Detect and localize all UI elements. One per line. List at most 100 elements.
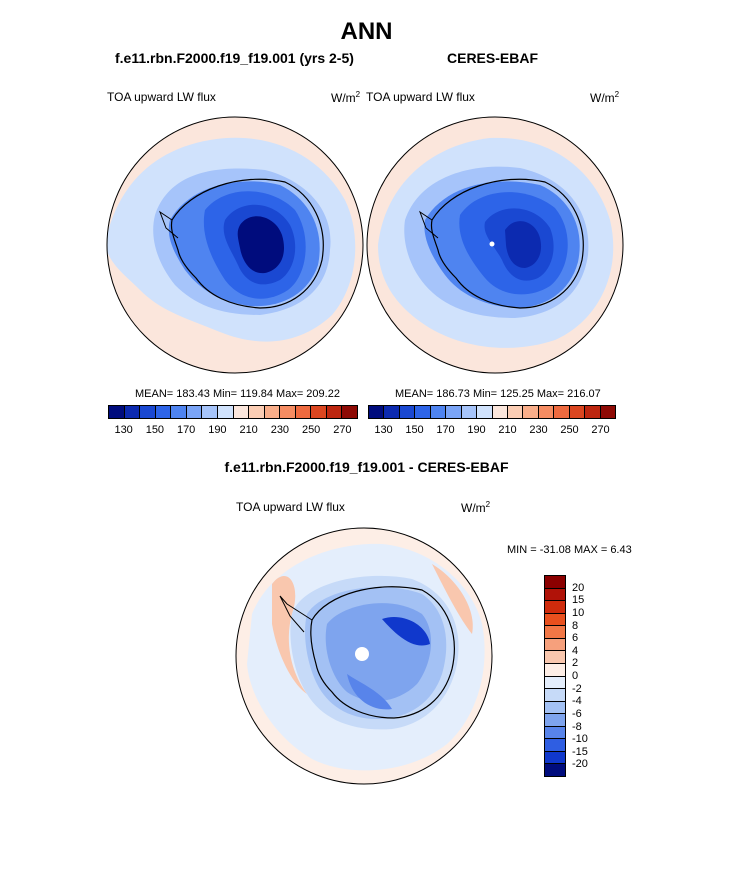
colorbar-box	[461, 406, 478, 418]
colorbar-box	[477, 406, 493, 418]
colorbar-box	[202, 406, 218, 418]
left-variable-label: TOA upward LW flux	[107, 90, 216, 104]
colorbar-box	[507, 406, 524, 418]
right-variable-label: TOA upward LW flux	[366, 90, 475, 104]
colorbar-tick-label: 170	[436, 424, 455, 436]
colorbar-box	[446, 406, 462, 418]
colorbar-tick-label: -2	[572, 682, 582, 695]
colorbar-tick-label: 270	[333, 424, 352, 436]
colorbar-box	[415, 406, 431, 418]
colorbar-tick-label: 270	[591, 424, 610, 436]
colorbar-box	[264, 406, 281, 418]
colorbar-box	[217, 406, 234, 418]
colorbar-box	[186, 406, 203, 418]
colorbar-tick-label: 190	[467, 424, 486, 436]
colorbar-box	[545, 626, 565, 639]
colorbar-box	[430, 406, 447, 418]
colorbar-box	[399, 406, 416, 418]
colorbar-tick-label: 150	[145, 424, 165, 436]
colorbar-tick-label: 4	[572, 644, 579, 657]
colorbar-box	[369, 406, 385, 418]
colorbar-box	[545, 613, 565, 627]
colorbar-box	[545, 676, 565, 690]
colorbar-tick-label: 170	[176, 424, 196, 436]
colorbar-box	[545, 714, 565, 727]
colorbar-tick-label: 130	[114, 424, 133, 436]
colorbar-box	[545, 701, 565, 715]
diff-minmax: MIN = -31.08 MAX = 6.43	[507, 544, 632, 556]
colorbar-box	[545, 576, 565, 589]
colorbar-box	[311, 406, 327, 418]
obs-case-title: CERES-EBAF	[447, 50, 539, 66]
colorbar-tick-label: -8	[572, 720, 582, 733]
colorbar-box	[249, 406, 265, 418]
colorbar-box	[233, 406, 250, 418]
right-colorbar	[368, 405, 616, 419]
colorbar-box	[384, 406, 400, 418]
right-stats: MEAN= 186.73 Min= 125.25 Max= 216.07	[395, 388, 601, 400]
colorbar-tick-label: 190	[208, 424, 227, 436]
colorbar-tick-label: 250	[560, 424, 579, 436]
figure-title: ANN	[340, 18, 393, 45]
left-colorbar	[108, 405, 358, 419]
right-units-label: W/m2	[590, 90, 620, 105]
diff-colorbar-ticks: 20 15 10 8 6 4 2 0 -2 -4 -6 -8 -10 -15 -20	[572, 575, 612, 777]
colorbar-tick-label: 2	[572, 657, 579, 670]
colorbar-box	[545, 588, 565, 602]
colorbar-tick-label: -15	[572, 745, 588, 758]
colorbar-tick-label: -20	[572, 758, 588, 771]
colorbar-box	[545, 638, 565, 652]
colorbar-box	[295, 406, 312, 418]
colorbar-tick-label: 20	[572, 581, 585, 594]
colorbar-tick-label: -10	[572, 733, 588, 746]
left-stats: MEAN= 183.43 Min= 119.84 Max= 209.22	[135, 388, 340, 400]
colorbar-tick-label: 8	[572, 619, 579, 632]
colorbar-box	[545, 764, 565, 776]
colorbar-tick-label: 230	[270, 424, 290, 436]
colorbar-box	[523, 406, 539, 418]
difference-title: f.e11.rbn.F2000.f19_f19.001 - CERES-EBAF	[224, 459, 509, 475]
colorbar-box	[545, 751, 565, 765]
colorbar-box	[545, 739, 565, 752]
colorbar-box	[538, 406, 555, 418]
model-case-title: f.e11.rbn.F2000.f19_f19.001 (yrs 2-5)	[115, 50, 354, 66]
left-polar-map	[106, 116, 364, 374]
diff-variable-label: TOA upward LW flux	[236, 500, 345, 514]
colorbar-tick-label: 10	[572, 606, 585, 619]
colorbar-box	[569, 406, 586, 418]
colorbar-tick-label: 210	[239, 424, 258, 436]
colorbar-box	[545, 651, 565, 664]
colorbar-tick-label: -6	[572, 707, 582, 720]
colorbar-box	[600, 406, 615, 418]
diff-units-label: W/m2	[461, 500, 491, 515]
colorbar-tick-label: 6	[572, 632, 579, 645]
colorbar-tick-label: 210	[498, 424, 517, 436]
colorbar-box	[492, 406, 508, 418]
colorbar-box	[280, 406, 296, 418]
colorbar-box	[155, 406, 172, 418]
difference-polar-map	[235, 527, 493, 785]
colorbar-tick-label: -4	[572, 695, 582, 708]
colorbar-box	[545, 726, 565, 740]
colorbar-box	[585, 406, 601, 418]
colorbar-tick-label: 230	[529, 424, 548, 436]
left-units-label: W/m2	[331, 90, 361, 105]
colorbar-box	[109, 406, 125, 418]
colorbar-box	[545, 663, 565, 677]
colorbar-tick-label: 250	[301, 424, 321, 436]
colorbar-box	[140, 406, 156, 418]
colorbar-box	[326, 406, 343, 418]
colorbar-box	[545, 601, 565, 614]
diff-colorbar	[544, 575, 566, 777]
colorbar-tick-label: 150	[405, 424, 424, 436]
colorbar-tick-label: 0	[572, 670, 579, 682]
right-colorbar-ticks: 130 150 170 190 210 230 250 270	[368, 424, 616, 438]
colorbar-box	[554, 406, 570, 418]
colorbar-box	[171, 406, 187, 418]
colorbar-tick-label: 15	[572, 594, 585, 607]
right-polar-map	[366, 116, 624, 374]
colorbar-box	[124, 406, 141, 418]
colorbar-box	[545, 689, 565, 702]
colorbar-box	[342, 406, 357, 418]
left-colorbar-ticks: 130 150 170 190 210 230 250 270	[108, 424, 358, 438]
